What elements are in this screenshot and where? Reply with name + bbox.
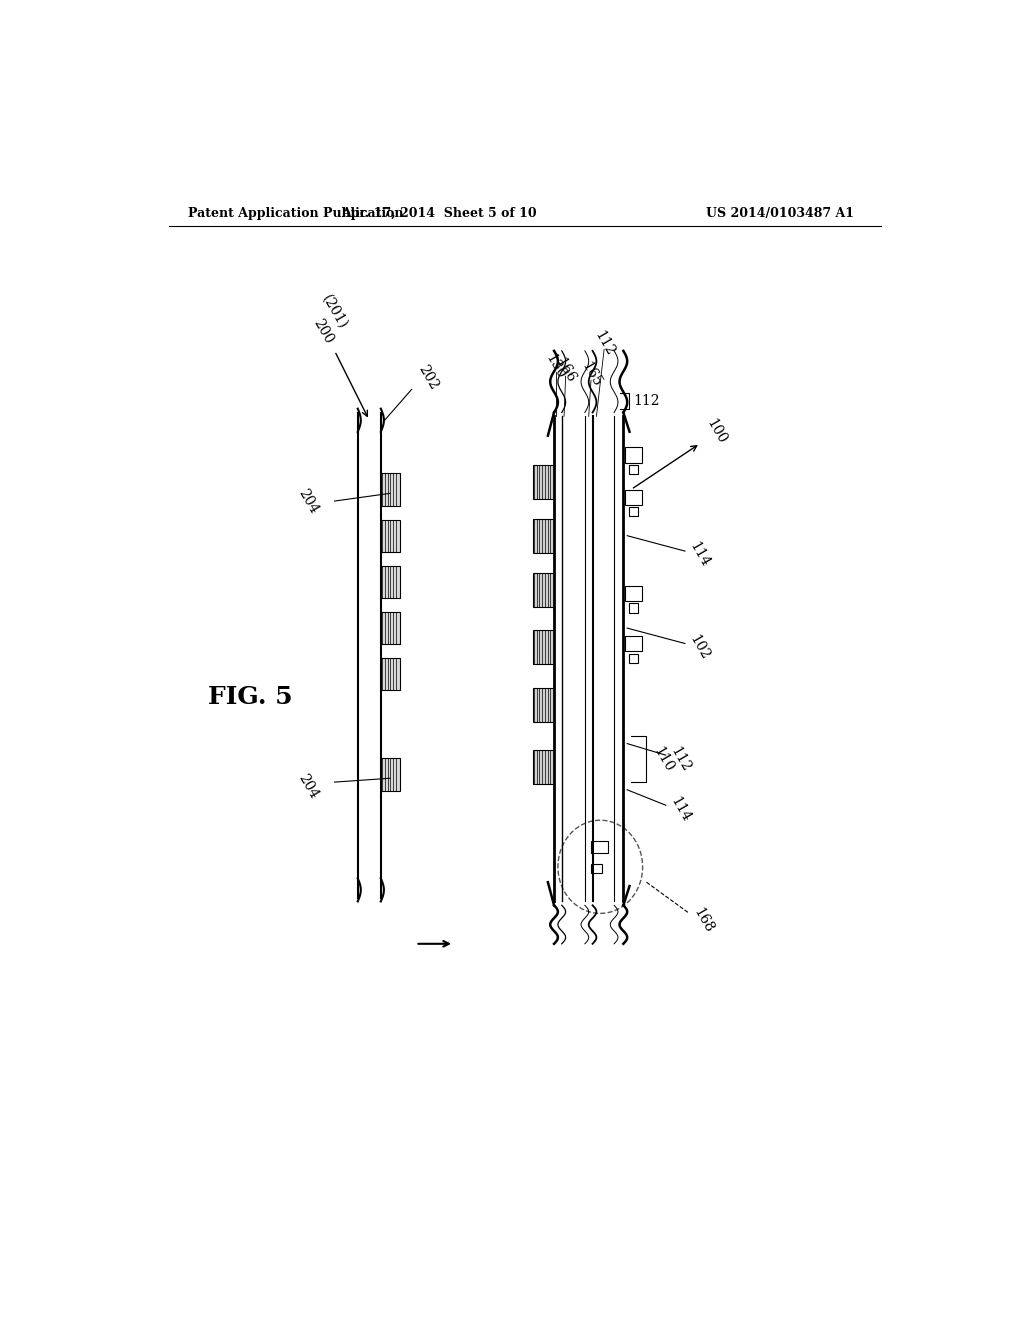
Bar [532,573,554,607]
Text: Patent Application Publication: Patent Application Publication [188,207,403,220]
Bar [381,566,400,598]
Bar [381,758,400,791]
Bar [625,586,642,601]
Bar [381,612,400,644]
Bar [629,507,638,516]
Text: 165: 165 [579,359,604,389]
Text: 114: 114 [686,540,712,570]
Text: 168: 168 [690,906,716,936]
Bar [629,465,638,474]
Bar [381,659,400,690]
Text: 200: 200 [310,317,336,347]
Bar [625,636,642,651]
Text: 110: 110 [650,744,676,774]
Bar [532,465,554,499]
Text: 202: 202 [416,363,440,393]
Text: 102: 102 [686,632,712,663]
Text: 112: 112 [668,744,692,774]
Text: Apr. 17, 2014  Sheet 5 of 10: Apr. 17, 2014 Sheet 5 of 10 [341,207,537,220]
Bar [381,520,400,552]
Bar [629,603,638,612]
Text: 166: 166 [553,355,579,385]
Text: 130: 130 [543,351,568,381]
Text: 112: 112 [634,393,659,408]
Bar [532,688,554,722]
Text: 114: 114 [668,795,692,824]
Text: 204: 204 [295,486,321,516]
Text: US 2014/0103487 A1: US 2014/0103487 A1 [707,207,854,220]
Bar [532,519,554,553]
Text: 112: 112 [592,329,616,358]
Bar [381,474,400,506]
Text: 100: 100 [705,417,729,446]
Bar [629,653,638,663]
Bar [532,750,554,784]
Text: 204: 204 [295,771,321,801]
Bar [625,447,642,462]
Text: FIG. 5: FIG. 5 [208,685,292,709]
Text: (201): (201) [319,293,350,331]
Bar [591,841,608,853]
Bar [532,631,554,664]
Bar [591,863,602,873]
Bar [625,490,642,506]
